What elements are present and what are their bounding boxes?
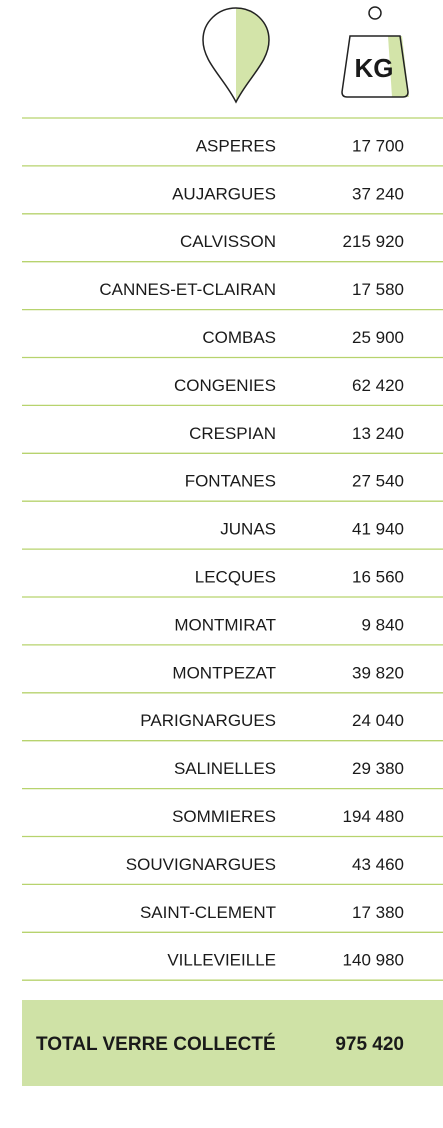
weight-value: 16 560 [352, 568, 404, 587]
weight-icon: KG [341, 6, 409, 98]
commune-name: CRESPIAN [189, 424, 276, 443]
weight-value: 194 480 [343, 807, 404, 826]
weight-value: 215 920 [343, 232, 404, 251]
total-label: TOTAL VERRE COLLECTÉ [36, 1033, 276, 1055]
weight-value: 140 980 [343, 951, 404, 970]
commune-name: COMBAS [202, 328, 276, 347]
total-value: 975 420 [335, 1034, 404, 1055]
weight-label: KG [355, 53, 394, 83]
weight-value: 17 700 [352, 136, 404, 155]
weight-value: 25 900 [352, 328, 404, 347]
weight-value: 17 580 [352, 280, 404, 299]
total-bar [22, 1000, 443, 1086]
weight-value: 43 460 [352, 855, 404, 874]
weight-value: 27 540 [352, 472, 404, 491]
commune-name: SOUVIGNARGUES [126, 855, 276, 874]
location-icon [202, 7, 270, 104]
weight-value: 24 040 [352, 711, 404, 730]
commune-name: PARIGNARGUES [140, 711, 276, 730]
commune-name: CANNES-ET-CLAIRAN [99, 280, 276, 299]
commune-name: VILLEVIEILLE [167, 951, 276, 970]
weight-value: 29 380 [352, 759, 404, 778]
weight-value: 37 240 [352, 184, 404, 203]
commune-name: CONGENIES [174, 376, 276, 395]
commune-name: MONTPEZAT [172, 663, 276, 682]
weight-value: 9 840 [361, 615, 404, 634]
commune-name: ASPERES [196, 136, 276, 155]
weight-value: 41 940 [352, 520, 404, 539]
weight-value: 62 420 [352, 376, 404, 395]
weight-value: 13 240 [352, 424, 404, 443]
commune-name: AUJARGUES [172, 184, 276, 203]
commune-name: SOMMIERES [172, 807, 276, 826]
commune-name: CALVISSON [180, 232, 276, 251]
commune-name: MONTMIRAT [174, 615, 276, 634]
commune-name: SAINT-CLEMENT [140, 903, 276, 922]
weight-value: 17 380 [352, 903, 404, 922]
weight-value: 39 820 [352, 663, 404, 682]
commune-name: JUNAS [220, 520, 276, 539]
commune-name: SALINELLES [174, 759, 276, 778]
commune-name: FONTANES [185, 472, 276, 491]
commune-name: LECQUES [195, 568, 276, 587]
